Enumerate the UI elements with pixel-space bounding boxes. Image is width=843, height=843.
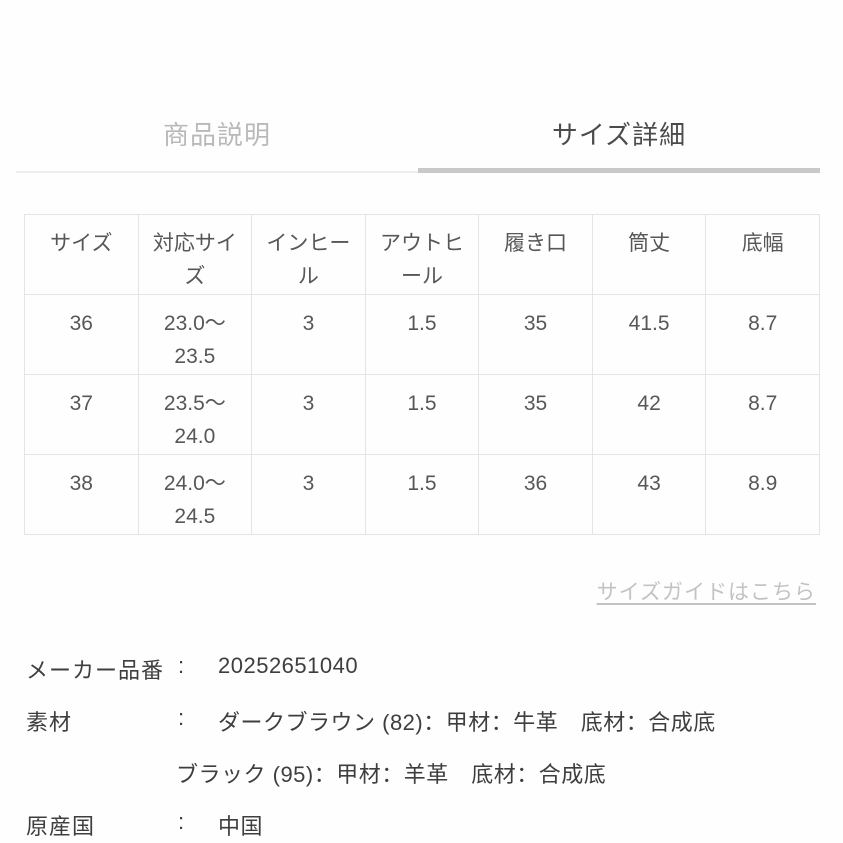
table-row: 37 23.5〜 24.0 3 1.5 35 42 8.7 <box>24 374 820 455</box>
size-guide-link[interactable]: サイズガイドはこちら <box>596 581 816 604</box>
info-label: 原産国 <box>26 814 96 839</box>
table-cell: 43 <box>591 454 707 535</box>
table-cell: 23.0〜 23.5 <box>137 294 253 375</box>
table-row: 38 24.0〜 24.5 3 1.5 36 43 8.9 <box>24 454 820 535</box>
info-value: ダークブラウン (82)：甲材：牛革 底材：合成底 <box>218 710 716 735</box>
tab-bar: 商品説明 サイズ詳細 <box>16 101 820 173</box>
info-value: 中国 <box>218 814 264 839</box>
table-cell: 23.5〜 24.0 <box>137 374 253 455</box>
table-cell: 37 <box>24 374 139 455</box>
table-cell: 36 <box>478 454 593 535</box>
column-header-in-heel: インヒー ル <box>251 214 366 295</box>
table-cell: 8.7 <box>705 374 820 455</box>
tab-product-description-label: 商品説明 <box>162 120 271 150</box>
table-row: 36 23.0〜 23.5 3 1.5 35 41.5 8.7 <box>24 294 820 375</box>
column-header-opening: 履き口 <box>478 214 593 295</box>
table-cell: 35 <box>478 294 593 375</box>
tab-product-description[interactable]: 商品説明 <box>16 101 418 173</box>
info-row-material: 素材 : ダークブラウン (82)：甲材：牛革 底材：合成底 <box>26 705 826 735</box>
info-label: メーカー品番 <box>26 658 165 683</box>
table-cell: 24.0〜 24.5 <box>137 454 253 535</box>
column-header-out-heel: アウトヒ ール <box>364 214 480 295</box>
info-row-maker-number: メーカー品番 : 20252651040 <box>26 653 826 683</box>
table-cell: 1.5 <box>364 374 480 455</box>
table-cell: 35 <box>478 374 593 455</box>
size-table: サイズ 対応サイ ズ インヒー ル アウトヒ ール 履き口 筒丈 底幅 36 2… <box>24 214 820 535</box>
tab-size-detail-label: サイズ詳細 <box>551 120 687 150</box>
table-cell: 1.5 <box>364 454 480 535</box>
table-cell: 3 <box>251 454 366 535</box>
info-label: 素材 <box>26 710 73 735</box>
table-cell: 3 <box>251 374 366 455</box>
table-cell: 38 <box>24 454 139 535</box>
info-separator: : <box>178 653 185 678</box>
info-row-country-of-origin: 原産国 : 中国 <box>26 809 826 839</box>
column-header-size: サイズ <box>24 214 139 295</box>
info-row-material-line2: ブラック (95)：甲材：羊革 底材：合成底 <box>176 762 607 787</box>
info-separator: : <box>178 705 185 730</box>
table-cell: 1.5 <box>364 294 480 375</box>
table-cell: 36 <box>24 294 139 375</box>
tab-size-detail[interactable]: サイズ詳細 <box>418 101 820 173</box>
size-table-header-row: サイズ 対応サイ ズ インヒー ル アウトヒ ール 履き口 筒丈 底幅 <box>24 214 820 295</box>
table-cell: 3 <box>251 294 366 375</box>
table-cell: 42 <box>591 374 707 455</box>
info-value: 20252651040 <box>218 653 359 678</box>
table-cell: 8.9 <box>705 454 820 535</box>
column-header-corresponding-size: 対応サイ ズ <box>137 214 253 295</box>
info-separator: : <box>178 809 185 834</box>
table-cell: 8.7 <box>705 294 820 375</box>
column-header-sole-width: 底幅 <box>705 214 820 295</box>
column-header-shaft-height: 筒丈 <box>591 214 707 295</box>
table-cell: 41.5 <box>591 294 707 375</box>
